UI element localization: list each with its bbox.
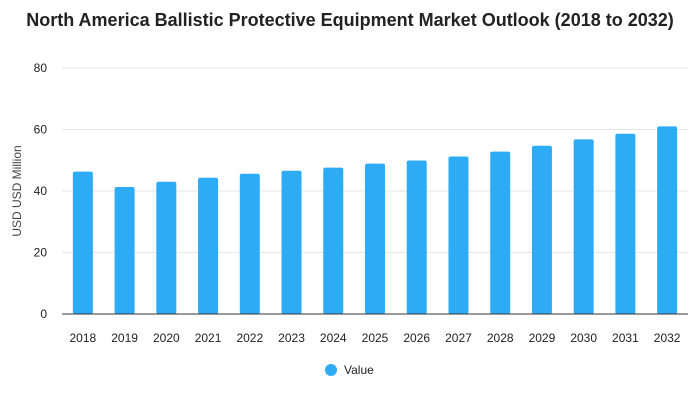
bar[interactable] — [531, 145, 552, 314]
bar[interactable] — [448, 156, 469, 314]
y-tick-label: 20 — [34, 246, 48, 260]
bar[interactable] — [323, 167, 344, 314]
bar[interactable] — [615, 133, 636, 314]
x-tick-label: 2029 — [529, 331, 556, 345]
x-tick-label: 2022 — [236, 331, 263, 345]
bar[interactable] — [198, 177, 219, 314]
bar[interactable] — [114, 187, 135, 314]
x-tick-label: 2032 — [654, 331, 681, 345]
bar[interactable] — [657, 126, 678, 314]
bar[interactable] — [72, 171, 93, 314]
x-tick-label: 2020 — [153, 331, 180, 345]
y-axis-title: USD USD Million — [10, 145, 24, 236]
bar[interactable] — [365, 163, 385, 314]
bar[interactable] — [573, 139, 594, 314]
bar[interactable] — [281, 170, 302, 314]
chart-title: North America Ballistic Protective Equip… — [26, 10, 674, 30]
x-tick-label: 2028 — [487, 331, 514, 345]
x-tick-label: 2026 — [403, 331, 430, 345]
y-tick-label: 60 — [34, 123, 48, 137]
bar[interactable] — [406, 160, 427, 314]
x-tick-label: 2025 — [362, 331, 389, 345]
x-tick-label: 2023 — [278, 331, 305, 345]
x-tick-label: 2024 — [320, 331, 347, 345]
bar[interactable] — [490, 151, 511, 314]
legend-marker[interactable] — [325, 364, 337, 376]
legend-label[interactable]: Value — [344, 363, 374, 377]
x-tick-label: 2018 — [70, 331, 97, 345]
x-tick-label: 2027 — [445, 331, 472, 345]
bar[interactable] — [239, 173, 260, 314]
y-tick-label: 80 — [34, 61, 48, 75]
x-tick-label: 2019 — [111, 331, 138, 345]
y-tick-label: 40 — [34, 184, 48, 198]
bar[interactable] — [156, 181, 177, 314]
x-tick-label: 2021 — [195, 331, 222, 345]
x-tick-label: 2031 — [612, 331, 639, 345]
x-tick-label: 2030 — [570, 331, 597, 345]
y-tick-label: 0 — [40, 307, 47, 321]
